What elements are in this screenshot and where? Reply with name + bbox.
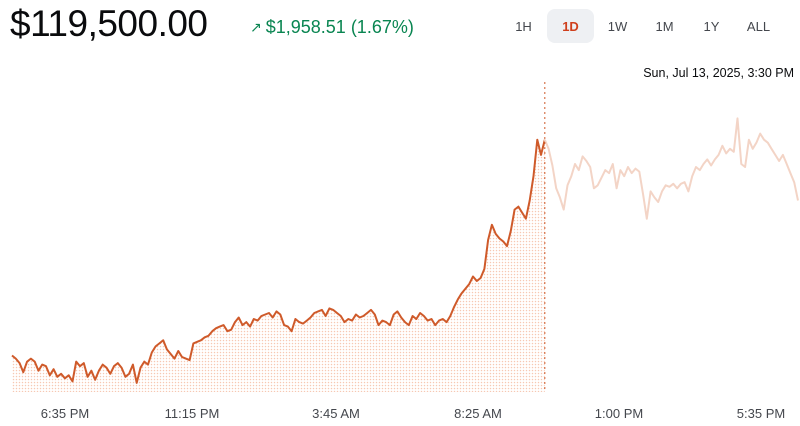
x-tick-label: 1:00 PM bbox=[595, 406, 643, 421]
trend-up-arrow-icon: ↗ bbox=[250, 19, 262, 35]
price-area-fill bbox=[12, 139, 545, 392]
time-range-tabs: 1H 1D 1W 1M 1Y ALL bbox=[500, 9, 782, 43]
price-line bbox=[11, 138, 546, 384]
x-tick-label: 5:35 PM bbox=[737, 406, 785, 421]
tab-1y[interactable]: 1Y bbox=[703, 18, 720, 34]
x-tick-label: 3:45 AM bbox=[312, 406, 360, 421]
tab-1w[interactable]: 1W bbox=[607, 18, 628, 34]
tab-1d[interactable]: 1D bbox=[547, 9, 594, 43]
price-change-text: $1,958.51 (1.67%) bbox=[265, 17, 414, 37]
x-tick-label: 6:35 PM bbox=[41, 406, 89, 421]
price-change: ↗ $1,958.51 (1.67%) bbox=[250, 15, 414, 39]
tab-1m[interactable]: 1M bbox=[655, 18, 674, 34]
x-tick-label: 11:15 PM bbox=[165, 406, 220, 421]
current-price: $119,500.00 bbox=[10, 3, 208, 44]
x-tick-label: 8:25 AM bbox=[454, 406, 502, 421]
hover-timestamp: Sun, Jul 13, 2025, 3:30 PM bbox=[643, 66, 794, 80]
tab-all[interactable]: ALL bbox=[746, 18, 771, 34]
tab-1h[interactable]: 1H bbox=[515, 18, 532, 34]
price-line-future bbox=[543, 117, 799, 220]
